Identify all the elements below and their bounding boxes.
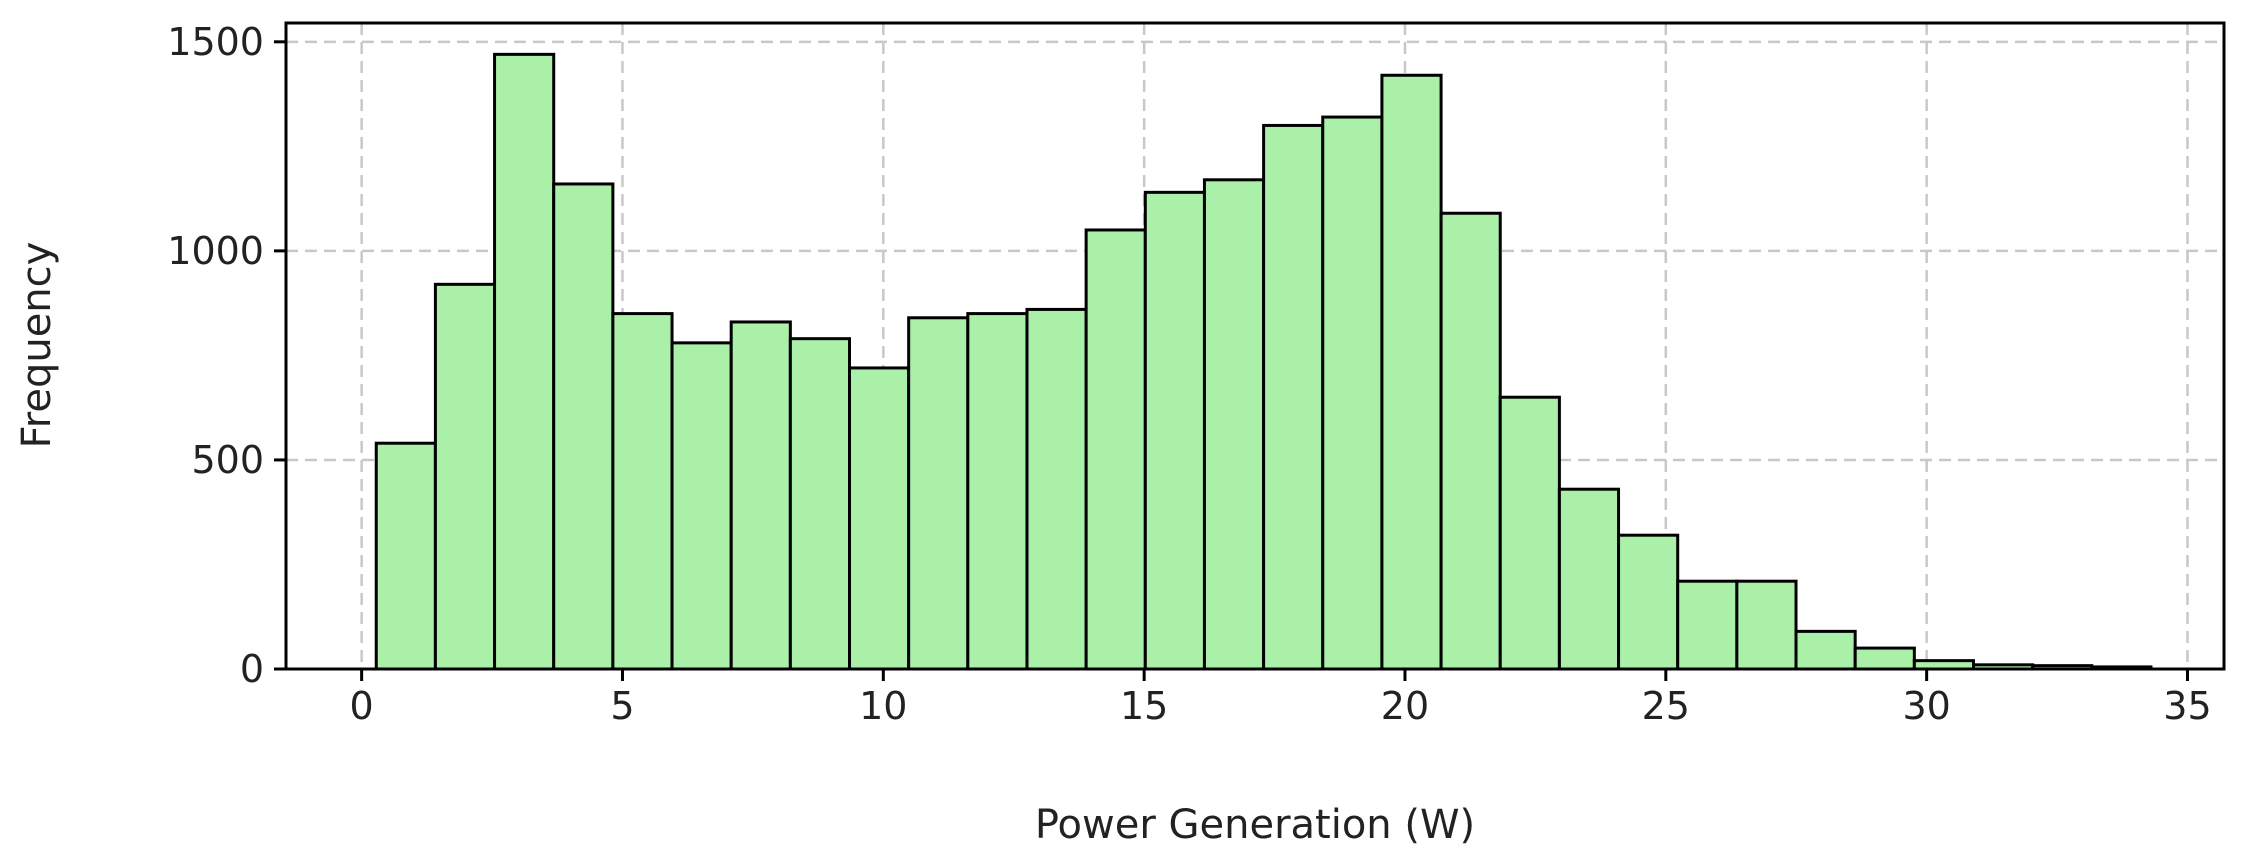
y-tick-label: 500	[191, 438, 264, 482]
histogram-bar	[611, 312, 674, 671]
x-tick-label: 20	[1381, 684, 1429, 728]
histogram-bar	[493, 52, 556, 671]
histogram-bar	[966, 312, 1029, 671]
histogram-bar	[1380, 73, 1443, 671]
histogram-bar	[1794, 629, 1857, 671]
ticks: 0 5 10 15 20 25 30 35 0 500 1000 1500	[167, 20, 2211, 728]
histogram-bar	[1143, 190, 1206, 671]
y-tick-label: 1000	[167, 229, 264, 273]
histogram-bar	[374, 441, 437, 671]
y-tick-label: 0	[240, 647, 264, 691]
histogram-bar	[729, 320, 792, 671]
histogram-bar	[552, 182, 615, 671]
histogram-bar	[1202, 178, 1266, 671]
x-tick-label: 10	[859, 684, 907, 728]
x-axis-label: Power Generation (W)	[1035, 802, 1475, 848]
x-tick-label: 15	[1120, 684, 1168, 728]
histogram-bar	[1853, 646, 1916, 671]
histogram-bar	[1498, 395, 1561, 671]
histogram-bar	[848, 366, 911, 671]
histogram-bar	[670, 341, 733, 671]
y-tick-label: 1500	[167, 20, 264, 64]
x-tick-label: 35	[2163, 684, 2211, 728]
histogram-bar	[1025, 307, 1088, 671]
histogram-bar	[907, 316, 970, 671]
histogram-bar	[1084, 228, 1147, 671]
histogram-bar	[1676, 579, 1739, 671]
histogram-bar	[433, 282, 497, 671]
plot-frame	[284, 21, 2226, 671]
histogram-bar	[1735, 579, 1798, 671]
histogram-bar	[1617, 533, 1680, 671]
histogram-bar	[1557, 487, 1621, 671]
x-tick-label: 25	[1642, 684, 1690, 728]
histogram-bar	[1262, 123, 1325, 671]
histogram-bar	[788, 337, 852, 671]
histogram-bar	[1439, 211, 1502, 671]
x-tick-label: 0	[350, 684, 374, 728]
bars	[374, 52, 2153, 671]
histogram-bar	[1321, 115, 1384, 671]
x-tick-label: 5	[610, 684, 634, 728]
y-axis-label: Frequency	[14, 242, 60, 449]
x-tick-label: 30	[1902, 684, 1950, 728]
